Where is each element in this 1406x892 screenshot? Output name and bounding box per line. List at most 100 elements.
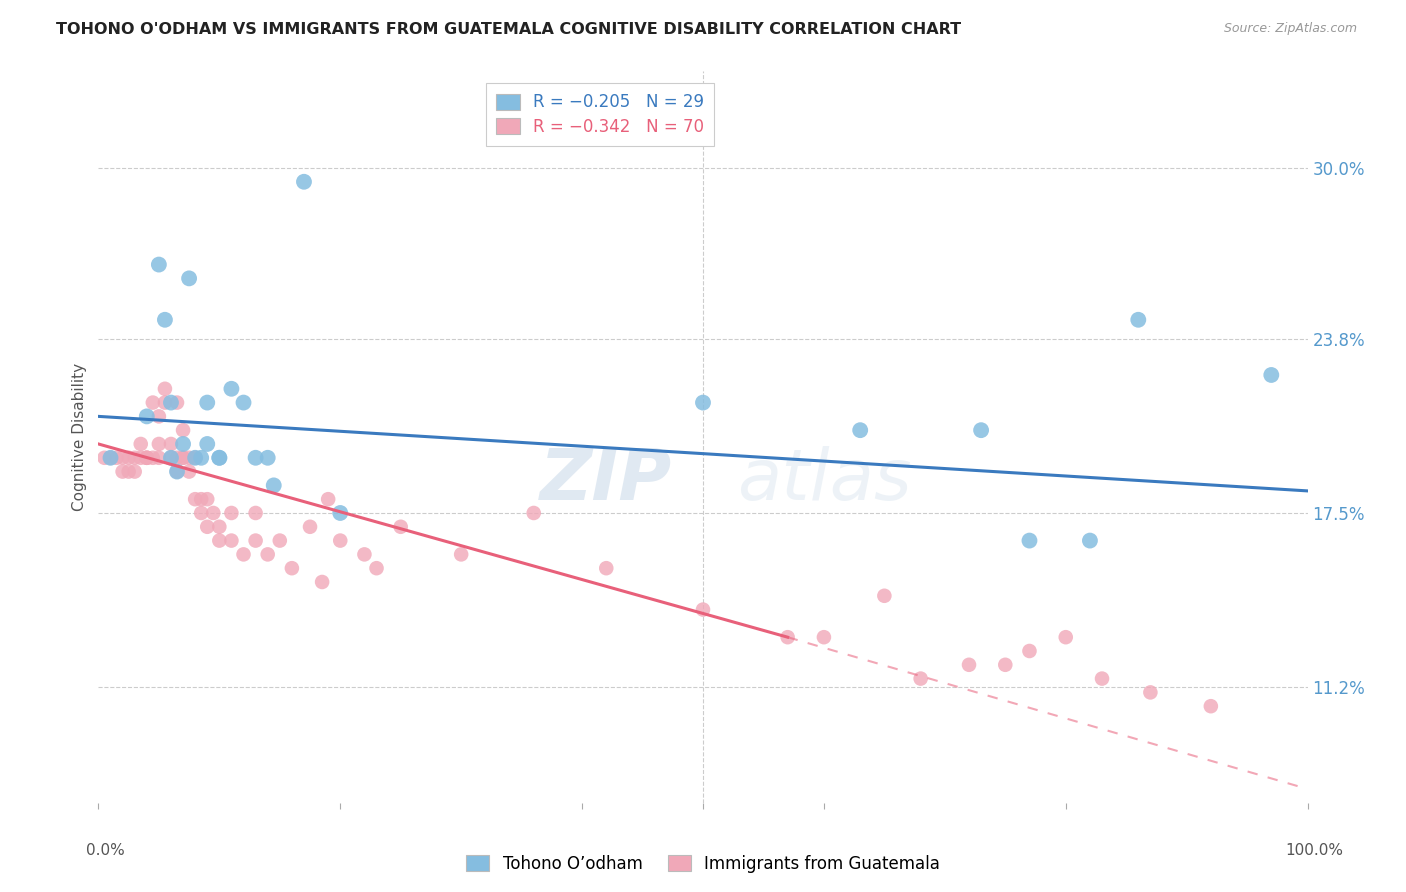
Text: ZIP: ZIP <box>540 447 672 516</box>
Point <box>281 561 304 575</box>
Point <box>221 382 243 396</box>
Point <box>190 506 212 520</box>
Text: 100.0%: 100.0% <box>1285 843 1344 858</box>
Point <box>166 465 188 479</box>
Point <box>232 395 254 409</box>
Point <box>221 533 243 548</box>
Point <box>1260 368 1282 382</box>
Point <box>135 450 157 465</box>
Point <box>245 533 267 548</box>
Point <box>100 450 122 465</box>
Point <box>172 450 194 465</box>
Point <box>135 450 157 465</box>
Text: Source: ZipAtlas.com: Source: ZipAtlas.com <box>1223 22 1357 36</box>
Point <box>813 630 835 644</box>
Point <box>142 450 165 465</box>
Point <box>129 450 152 465</box>
Point <box>148 258 170 272</box>
Point <box>1018 533 1040 548</box>
Point <box>135 450 157 465</box>
Point <box>105 450 128 465</box>
Point <box>311 574 333 589</box>
Point <box>172 450 194 465</box>
Point <box>111 450 134 465</box>
Point <box>329 533 352 548</box>
Point <box>93 450 115 465</box>
Point <box>1078 533 1101 548</box>
Point <box>366 561 388 575</box>
Point <box>1139 685 1161 699</box>
Point <box>873 589 896 603</box>
Point <box>190 450 212 465</box>
Point <box>692 395 714 409</box>
Point <box>195 520 218 534</box>
Point <box>153 382 176 396</box>
Point <box>389 520 412 534</box>
Point <box>208 520 231 534</box>
Point <box>232 548 254 562</box>
Point <box>292 175 315 189</box>
Y-axis label: Cognitive Disability: Cognitive Disability <box>72 363 87 511</box>
Point <box>202 506 225 520</box>
Point <box>195 395 218 409</box>
Point <box>190 492 212 507</box>
Point <box>160 450 183 465</box>
Point <box>910 672 932 686</box>
Point <box>329 506 352 520</box>
Point <box>172 437 194 451</box>
Point <box>1199 699 1222 714</box>
Point <box>184 492 207 507</box>
Point <box>124 465 146 479</box>
Point <box>299 520 322 534</box>
Legend: Tohono O’odham, Immigrants from Guatemala: Tohono O’odham, Immigrants from Guatemal… <box>460 848 946 880</box>
Point <box>353 548 375 562</box>
Point <box>523 506 546 520</box>
Point <box>208 450 231 465</box>
Point <box>184 450 207 465</box>
Point <box>692 602 714 616</box>
Point <box>256 450 278 465</box>
Point <box>160 395 183 409</box>
Point <box>263 478 285 492</box>
Point <box>153 395 176 409</box>
Text: atlas: atlas <box>737 447 911 516</box>
Point <box>849 423 872 437</box>
Point <box>245 450 267 465</box>
Point <box>1018 644 1040 658</box>
Point <box>166 465 188 479</box>
Point <box>179 465 201 479</box>
Point <box>208 450 231 465</box>
Point <box>245 506 267 520</box>
Point <box>142 395 165 409</box>
Point <box>595 561 617 575</box>
Point <box>221 506 243 520</box>
Point <box>970 423 993 437</box>
Point <box>118 465 141 479</box>
Legend: R = −0.205   N = 29, R = −0.342   N = 70: R = −0.205 N = 29, R = −0.342 N = 70 <box>486 83 714 146</box>
Text: 0.0%: 0.0% <box>86 843 125 858</box>
Point <box>776 630 799 644</box>
Point <box>100 450 122 465</box>
Point <box>179 450 201 465</box>
Point <box>160 437 183 451</box>
Point <box>1128 312 1150 326</box>
Point <box>1054 630 1077 644</box>
Point <box>148 409 170 424</box>
Text: TOHONO O'ODHAM VS IMMIGRANTS FROM GUATEMALA COGNITIVE DISABILITY CORRELATION CHA: TOHONO O'ODHAM VS IMMIGRANTS FROM GUATEM… <box>56 22 962 37</box>
Point <box>1091 672 1114 686</box>
Point <box>208 533 231 548</box>
Point <box>184 450 207 465</box>
Point <box>135 409 157 424</box>
Point <box>118 450 141 465</box>
Point <box>124 450 146 465</box>
Point <box>166 395 188 409</box>
Point <box>957 657 980 672</box>
Point <box>179 271 201 285</box>
Point <box>256 548 278 562</box>
Point <box>129 437 152 451</box>
Point <box>148 437 170 451</box>
Point <box>172 423 194 437</box>
Point <box>111 465 134 479</box>
Point <box>195 492 218 507</box>
Point <box>148 450 170 465</box>
